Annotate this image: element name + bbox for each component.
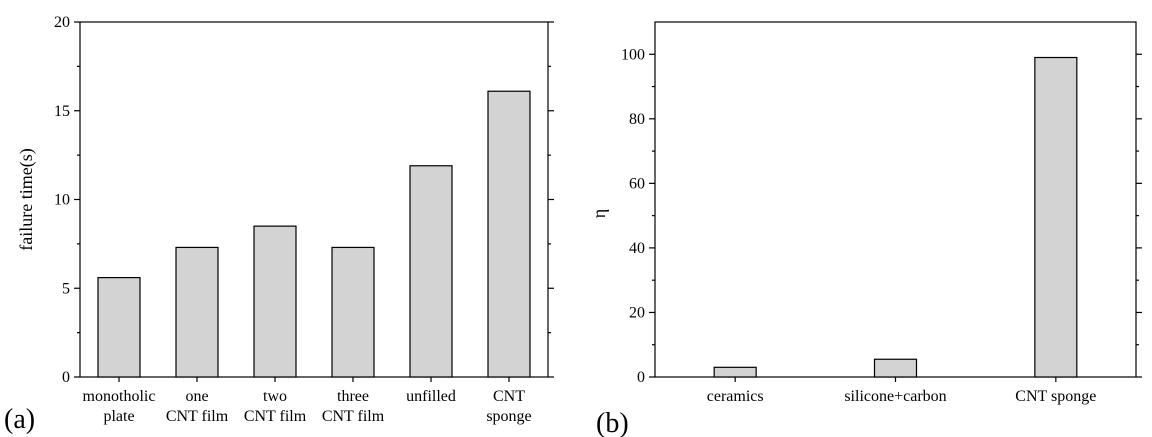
- y-tick-label: 0: [62, 369, 70, 386]
- chart-a: 0 5 10 15 20 failure time(s) monotholic plate on…: [4, 14, 554, 435]
- x-category-label: two: [263, 388, 287, 405]
- bar-b-1: [875, 359, 917, 377]
- y-tick-label: 20: [54, 14, 70, 31]
- x-category-label: CNT film: [244, 408, 307, 425]
- bar-a-3: [332, 247, 374, 377]
- panel-label-a: (a): [4, 404, 35, 435]
- x-category-label: one: [185, 388, 208, 405]
- x-category-label: CNT: [493, 388, 525, 405]
- bar-a-2: [254, 226, 296, 377]
- bar-a-1: [176, 247, 218, 377]
- x-category-label: silicone+carbon: [844, 388, 946, 405]
- x-category-label: CNT sponge: [1015, 388, 1096, 405]
- y-tick-label: 15: [54, 103, 70, 120]
- plot-frame: [80, 22, 548, 377]
- x-category-label: ceramics: [707, 388, 764, 405]
- y-axis-title: η: [589, 209, 609, 218]
- x-category-label: CNT film: [322, 408, 385, 425]
- y-tick-label: 100: [621, 46, 645, 63]
- y-tick-label: 0: [637, 369, 645, 386]
- bar-a-5: [488, 91, 530, 377]
- y-tick-label: 10: [54, 192, 70, 209]
- bar-a-4: [410, 166, 452, 377]
- x-category-label: unfilled: [406, 388, 456, 405]
- x-category-label: plate: [103, 408, 134, 425]
- x-category-label: sponge: [486, 408, 531, 425]
- y-tick-label: 20: [629, 304, 645, 321]
- x-category-label: three: [337, 388, 369, 405]
- y-tick-label: 80: [629, 111, 645, 128]
- bar-b-0: [714, 367, 756, 377]
- y-tick-label: 40: [629, 240, 645, 257]
- x-category-label: monotholic: [83, 388, 156, 405]
- chart-b: 0 20 40 60 80 100 η ceramics silicone+carbon CNT …: [589, 22, 1142, 437]
- y-axis-title: failure time(s): [16, 148, 37, 250]
- panel-label-b: (b): [596, 408, 629, 437]
- y-tick-label: 5: [62, 280, 70, 297]
- x-category-label: CNT film: [166, 408, 229, 425]
- bar-b-2: [1035, 58, 1077, 378]
- bar-a-0: [98, 278, 140, 377]
- y-tick-label: 60: [629, 175, 645, 192]
